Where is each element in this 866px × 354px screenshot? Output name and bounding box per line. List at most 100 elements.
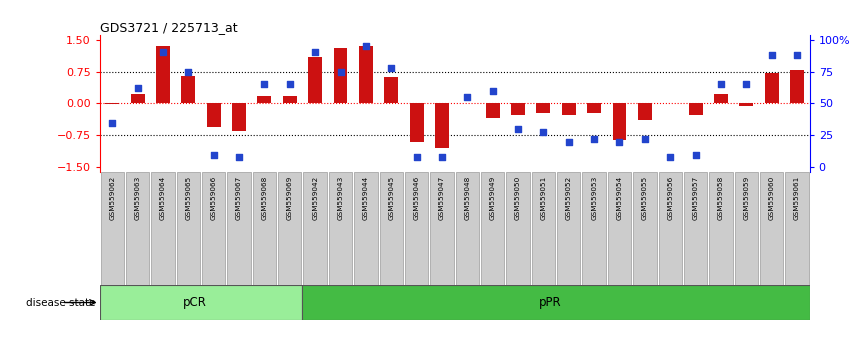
Text: GSM559042: GSM559042: [312, 176, 318, 220]
Text: GSM559055: GSM559055: [642, 176, 648, 220]
Bar: [410, 103, 423, 142]
Point: [308, 50, 322, 55]
Bar: [100, 285, 302, 320]
Point: [207, 152, 221, 157]
Point: [461, 94, 475, 100]
Text: GSM559068: GSM559068: [262, 176, 268, 220]
Bar: [156, 46, 170, 103]
Bar: [228, 172, 251, 285]
Text: GSM559043: GSM559043: [338, 176, 344, 220]
Bar: [106, 103, 120, 104]
Text: GSM559047: GSM559047: [439, 176, 445, 220]
Point: [587, 136, 601, 142]
Text: GSM559067: GSM559067: [236, 176, 242, 220]
Text: GSM559057: GSM559057: [693, 176, 699, 220]
Bar: [765, 73, 779, 103]
Bar: [405, 172, 429, 285]
Bar: [714, 94, 728, 103]
Point: [385, 65, 398, 70]
Bar: [511, 103, 525, 115]
Bar: [253, 172, 276, 285]
Text: GSM559064: GSM559064: [160, 176, 166, 220]
Point: [257, 81, 271, 87]
Bar: [207, 103, 221, 127]
Text: GDS3721 / 225713_at: GDS3721 / 225713_at: [100, 21, 237, 34]
Bar: [532, 172, 555, 285]
Text: pCR: pCR: [183, 296, 207, 309]
Bar: [456, 172, 479, 285]
Bar: [612, 103, 626, 139]
Bar: [435, 103, 449, 148]
Text: GSM559045: GSM559045: [388, 176, 394, 220]
Point: [181, 69, 195, 74]
Bar: [688, 103, 702, 115]
Bar: [633, 172, 656, 285]
Point: [714, 81, 727, 87]
Text: GSM559046: GSM559046: [414, 176, 420, 220]
Bar: [583, 172, 606, 285]
Point: [333, 69, 347, 74]
Point: [359, 43, 372, 49]
Bar: [430, 172, 454, 285]
Text: GSM559066: GSM559066: [210, 176, 216, 220]
Point: [536, 129, 551, 135]
Text: GSM559058: GSM559058: [718, 176, 724, 220]
Point: [562, 139, 576, 144]
Bar: [100, 172, 124, 285]
Point: [688, 152, 702, 157]
Text: GSM559048: GSM559048: [464, 176, 470, 220]
Bar: [152, 172, 175, 285]
Bar: [131, 94, 145, 103]
Bar: [126, 172, 149, 285]
Point: [638, 136, 652, 142]
Bar: [232, 103, 246, 131]
Point: [790, 52, 804, 58]
Text: GSM559059: GSM559059: [743, 176, 749, 220]
Text: disease state: disease state: [26, 297, 95, 308]
Bar: [303, 172, 326, 285]
Bar: [638, 103, 652, 120]
Bar: [283, 96, 297, 103]
Text: GSM559061: GSM559061: [794, 176, 800, 220]
Text: GSM559060: GSM559060: [769, 176, 775, 220]
Bar: [734, 172, 758, 285]
Bar: [684, 172, 708, 285]
Text: GSM559065: GSM559065: [185, 176, 191, 220]
Bar: [354, 172, 378, 285]
Bar: [481, 172, 504, 285]
Text: GSM559062: GSM559062: [109, 176, 115, 220]
Bar: [181, 76, 196, 103]
Point: [612, 139, 626, 144]
Point: [156, 50, 170, 55]
Text: GSM559069: GSM559069: [287, 176, 293, 220]
Bar: [709, 172, 733, 285]
Bar: [790, 70, 804, 103]
Point: [486, 88, 500, 93]
Bar: [202, 172, 225, 285]
Bar: [740, 103, 753, 105]
Bar: [302, 285, 810, 320]
Point: [740, 81, 753, 87]
Text: GSM559049: GSM559049: [489, 176, 495, 220]
Point: [511, 126, 525, 132]
Bar: [507, 172, 530, 285]
Point: [435, 154, 449, 160]
Bar: [385, 77, 398, 103]
Bar: [785, 172, 809, 285]
Text: GSM559050: GSM559050: [515, 176, 521, 220]
Text: GSM559052: GSM559052: [565, 176, 572, 220]
Text: GSM559056: GSM559056: [667, 176, 673, 220]
Bar: [329, 172, 352, 285]
Point: [106, 120, 120, 125]
Bar: [760, 172, 784, 285]
Bar: [658, 172, 682, 285]
Bar: [587, 103, 601, 113]
Point: [131, 85, 145, 91]
Bar: [278, 172, 301, 285]
Text: GSM559051: GSM559051: [540, 176, 546, 220]
Bar: [557, 172, 580, 285]
Point: [410, 154, 423, 160]
Bar: [608, 172, 631, 285]
Point: [232, 154, 246, 160]
Text: GSM559053: GSM559053: [591, 176, 598, 220]
